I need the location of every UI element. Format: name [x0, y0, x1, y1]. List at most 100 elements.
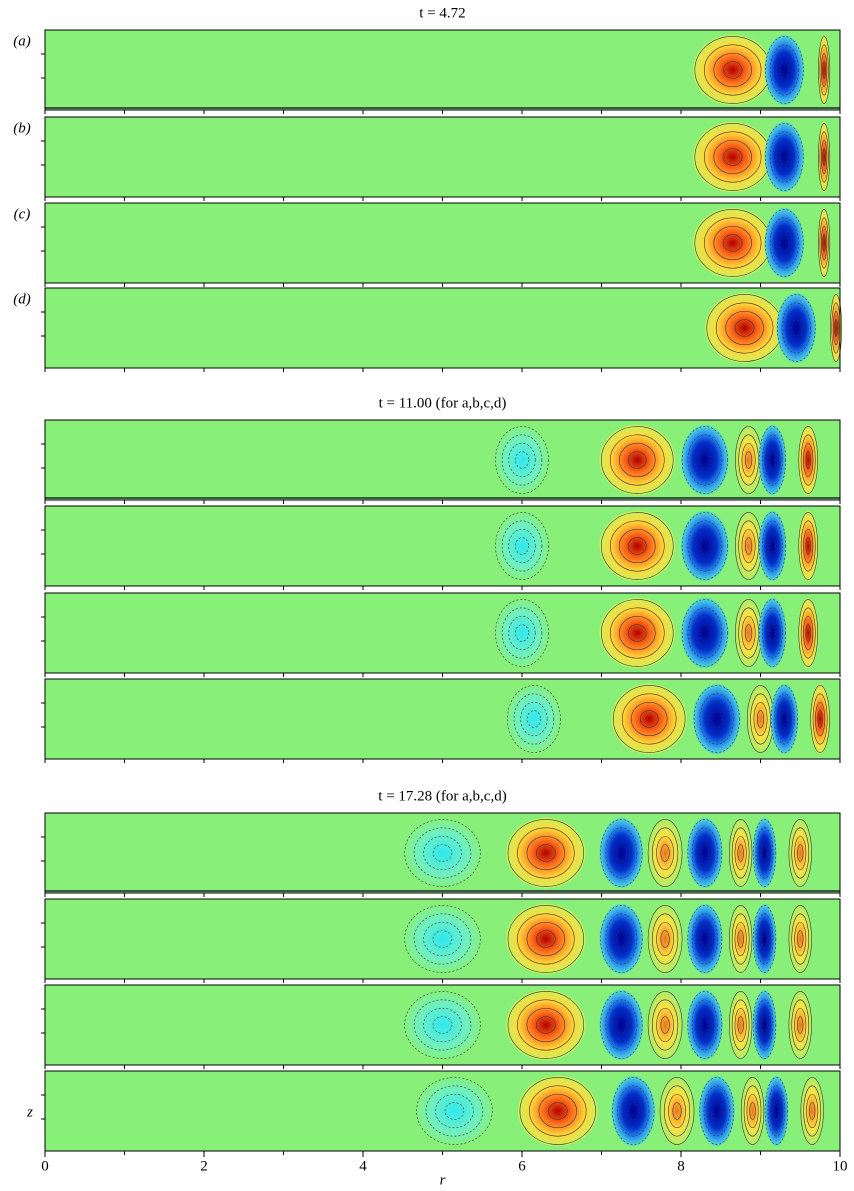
contour-line	[681, 599, 728, 667]
contour-line	[700, 844, 710, 862]
contour-line	[777, 701, 792, 737]
contour-line	[423, 921, 462, 957]
contour-line	[765, 615, 780, 651]
vortex	[599, 424, 676, 496]
contour-line	[507, 819, 585, 887]
contour-line	[707, 1093, 726, 1129]
contour-line	[752, 991, 777, 1059]
x-tick-label: 8	[677, 1158, 685, 1174]
contour-line	[600, 905, 643, 973]
contour-line	[803, 615, 814, 651]
contour-line	[800, 1077, 824, 1145]
contour-line	[444, 1102, 465, 1120]
contour-line	[610, 1007, 633, 1043]
contour-line	[803, 442, 814, 478]
contour-line	[656, 921, 674, 957]
contour-line	[656, 1007, 674, 1043]
contour-line	[806, 1093, 819, 1129]
contour-line	[416, 1077, 493, 1145]
contour-line	[800, 520, 816, 572]
contour-line	[832, 310, 840, 346]
vortex	[686, 903, 723, 975]
contour-line	[741, 615, 756, 651]
contour-line	[773, 1102, 780, 1120]
contour-line	[731, 913, 750, 965]
vortex	[686, 989, 723, 1061]
contour-line	[423, 1007, 462, 1043]
contour-line	[752, 819, 777, 887]
contour-line	[758, 599, 786, 667]
contour-line	[693, 615, 717, 651]
contour-line	[728, 991, 753, 1059]
contour-line	[432, 1016, 453, 1034]
contour-line	[687, 607, 723, 659]
contour-line	[815, 701, 826, 737]
contour-line	[700, 1016, 710, 1034]
contour-line	[779, 148, 790, 166]
contour-line	[741, 528, 756, 564]
contour-line	[798, 599, 818, 667]
contour-line	[774, 225, 795, 261]
contour-line	[780, 710, 788, 728]
vortex	[599, 597, 676, 669]
contour-line	[501, 607, 543, 659]
contour-line	[691, 827, 718, 879]
vortex	[611, 1075, 656, 1147]
contour-line	[731, 999, 750, 1051]
contour-line	[660, 1016, 670, 1034]
contour-line	[529, 1085, 587, 1137]
x-tick-label: 0	[41, 1158, 49, 1174]
contour-line	[612, 685, 686, 753]
contour-line	[791, 999, 810, 1051]
contour-line	[774, 693, 795, 745]
contour-line	[432, 844, 453, 862]
contour-line	[794, 835, 807, 871]
contour-line	[728, 905, 753, 973]
contour-line	[693, 685, 740, 753]
contour-line	[617, 1085, 650, 1137]
contour-line	[791, 913, 810, 965]
contour-line	[810, 685, 830, 753]
contour-line	[652, 913, 679, 965]
contour-line	[744, 451, 753, 469]
contour-line	[820, 52, 828, 88]
contour-line	[762, 434, 783, 486]
vortex	[681, 597, 729, 669]
contour-line	[786, 310, 807, 346]
contour-line	[601, 599, 674, 667]
contour-line	[744, 537, 753, 555]
contour-line	[610, 434, 665, 486]
contour-line	[435, 1093, 474, 1129]
vortex	[494, 510, 550, 582]
contour-line	[656, 835, 674, 871]
vortex	[599, 817, 644, 889]
contour-line	[600, 819, 643, 887]
contour-line	[764, 1077, 789, 1145]
contour-line	[501, 434, 543, 486]
contour-line	[691, 913, 718, 965]
vortex	[414, 1075, 495, 1147]
contour-line	[765, 36, 804, 104]
contour-line	[520, 701, 548, 737]
contour-line	[404, 905, 481, 973]
contour-line	[761, 930, 768, 948]
contour-line	[762, 607, 783, 659]
contour-line	[761, 1016, 768, 1034]
contour-line	[805, 451, 811, 469]
contour-line	[722, 61, 743, 79]
contour-line	[791, 319, 802, 337]
contour-line	[737, 1016, 744, 1034]
contour-line	[788, 819, 812, 887]
contour-line	[712, 1102, 722, 1120]
contour-line	[610, 520, 665, 572]
contour-line	[713, 139, 752, 175]
contour-line	[610, 607, 665, 659]
contour-line	[805, 624, 811, 642]
contour-line	[734, 835, 747, 871]
contour-line	[770, 1093, 783, 1129]
vortex	[402, 817, 483, 889]
vortex	[506, 683, 562, 755]
contour-line	[758, 921, 771, 957]
contour-line	[627, 624, 647, 642]
panel-group-title: t = 11.00 (for a,b,c,d)	[379, 395, 507, 411]
